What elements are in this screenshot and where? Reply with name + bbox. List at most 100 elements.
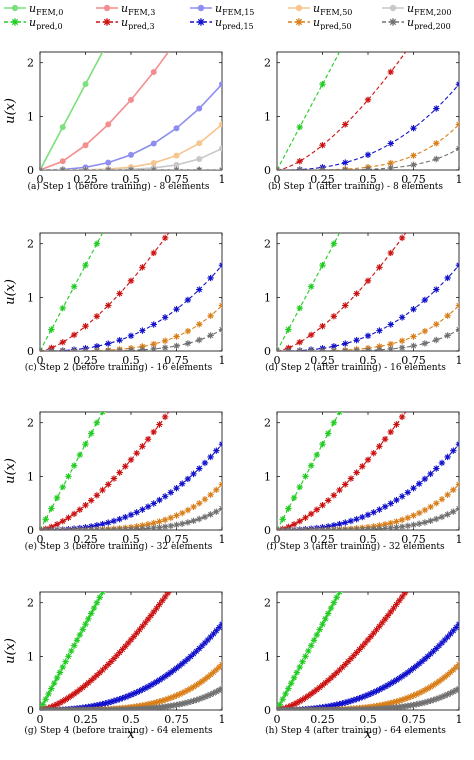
pred-point: [427, 471, 433, 477]
pred-point: [162, 338, 168, 344]
pred-series-line: [40, 400, 222, 530]
subplot-caption: (e) Step 3 (before training) - 32 elemen…: [0, 542, 237, 552]
pred-point: [88, 610, 94, 616]
pred-series-line: [40, 400, 222, 530]
pred-point: [219, 441, 225, 447]
pred-point: [88, 497, 94, 503]
pred-point: [105, 348, 111, 354]
pred-point: [416, 510, 422, 516]
fem-point: [196, 106, 202, 112]
pred-point: [339, 583, 345, 589]
pred-point: [54, 527, 60, 533]
pred-point: [139, 526, 145, 532]
fem-point: [219, 121, 225, 127]
pred-point: [382, 525, 388, 531]
pred-point: [62, 659, 68, 665]
pred-point: [128, 333, 134, 339]
pred-point: [288, 680, 294, 686]
pred-point: [82, 262, 88, 268]
pred-point: [133, 450, 139, 456]
pred-point: [94, 600, 100, 606]
pred-point: [399, 314, 405, 320]
y-tick-label: 1: [264, 470, 271, 483]
pred-point: [219, 661, 225, 667]
pred-point: [410, 333, 416, 339]
pred-point: [65, 653, 71, 659]
pred-point: [71, 462, 77, 468]
y-tick-label: 0: [27, 704, 34, 717]
pred-point: [456, 302, 462, 308]
pred-point: [456, 481, 462, 487]
pred-point: [162, 493, 168, 499]
pred-point: [297, 305, 303, 311]
y-tick-label: 1: [27, 291, 34, 304]
pred-series-line: [277, 580, 459, 710]
pred-point: [450, 508, 456, 514]
fem-point: [83, 142, 89, 148]
pred-point: [433, 516, 439, 522]
pred-point: [456, 81, 462, 87]
pred-point: [399, 524, 405, 530]
pred-point: [94, 313, 100, 319]
pred-series-line: [40, 221, 222, 351]
pred-series-line: [277, 580, 459, 710]
pred-point: [196, 321, 202, 327]
pred-point: [456, 326, 462, 332]
pred-point: [196, 337, 202, 343]
pred-point: [410, 512, 416, 518]
pred-point: [207, 492, 213, 498]
pred-point: [151, 167, 157, 173]
pred-point: [139, 506, 145, 512]
pred-point: [102, 583, 108, 589]
pred-point: [450, 448, 456, 454]
pred-point: [151, 250, 157, 256]
pred-point: [370, 450, 376, 456]
pred-point: [410, 221, 416, 225]
pred-point: [410, 485, 416, 491]
pred-point: [105, 580, 111, 584]
pred-point: [77, 452, 83, 458]
pred-point: [151, 609, 157, 615]
pred-point: [444, 313, 450, 319]
pred-point: [139, 443, 145, 449]
pred-point: [319, 502, 325, 508]
pred-point: [60, 484, 66, 490]
pred-point: [342, 519, 348, 525]
pred-point: [94, 492, 100, 498]
fem-point: [60, 124, 66, 130]
pred-point: [99, 487, 105, 493]
x-tick-label: 0.75: [164, 713, 189, 726]
pred-point: [51, 680, 57, 686]
pred-point: [308, 642, 314, 648]
pred-point: [179, 481, 185, 487]
x-tick-label: 0: [37, 713, 44, 726]
pred-point: [410, 522, 416, 528]
pred-point: [105, 167, 111, 173]
pred-point: [145, 525, 151, 531]
pred-point: [207, 511, 213, 517]
pred-point: [348, 475, 354, 481]
pred-point: [302, 653, 308, 659]
y-tick-label: 2: [27, 417, 34, 430]
pred-point: [145, 436, 151, 442]
pred-point: [311, 637, 317, 643]
pred-point: [82, 441, 88, 447]
pred-point: [376, 506, 382, 512]
pred-point: [365, 512, 371, 518]
fem-series-line: [40, 40, 222, 170]
pred-point: [105, 481, 111, 487]
pred-point: [297, 518, 303, 524]
pred-point: [388, 250, 394, 256]
pred-point: [179, 510, 185, 516]
pred-point: [393, 524, 399, 530]
pred-point: [405, 406, 411, 412]
pred-point: [308, 511, 314, 517]
pred-point: [196, 286, 202, 292]
pred-point: [97, 594, 103, 600]
pred-point: [427, 504, 433, 510]
